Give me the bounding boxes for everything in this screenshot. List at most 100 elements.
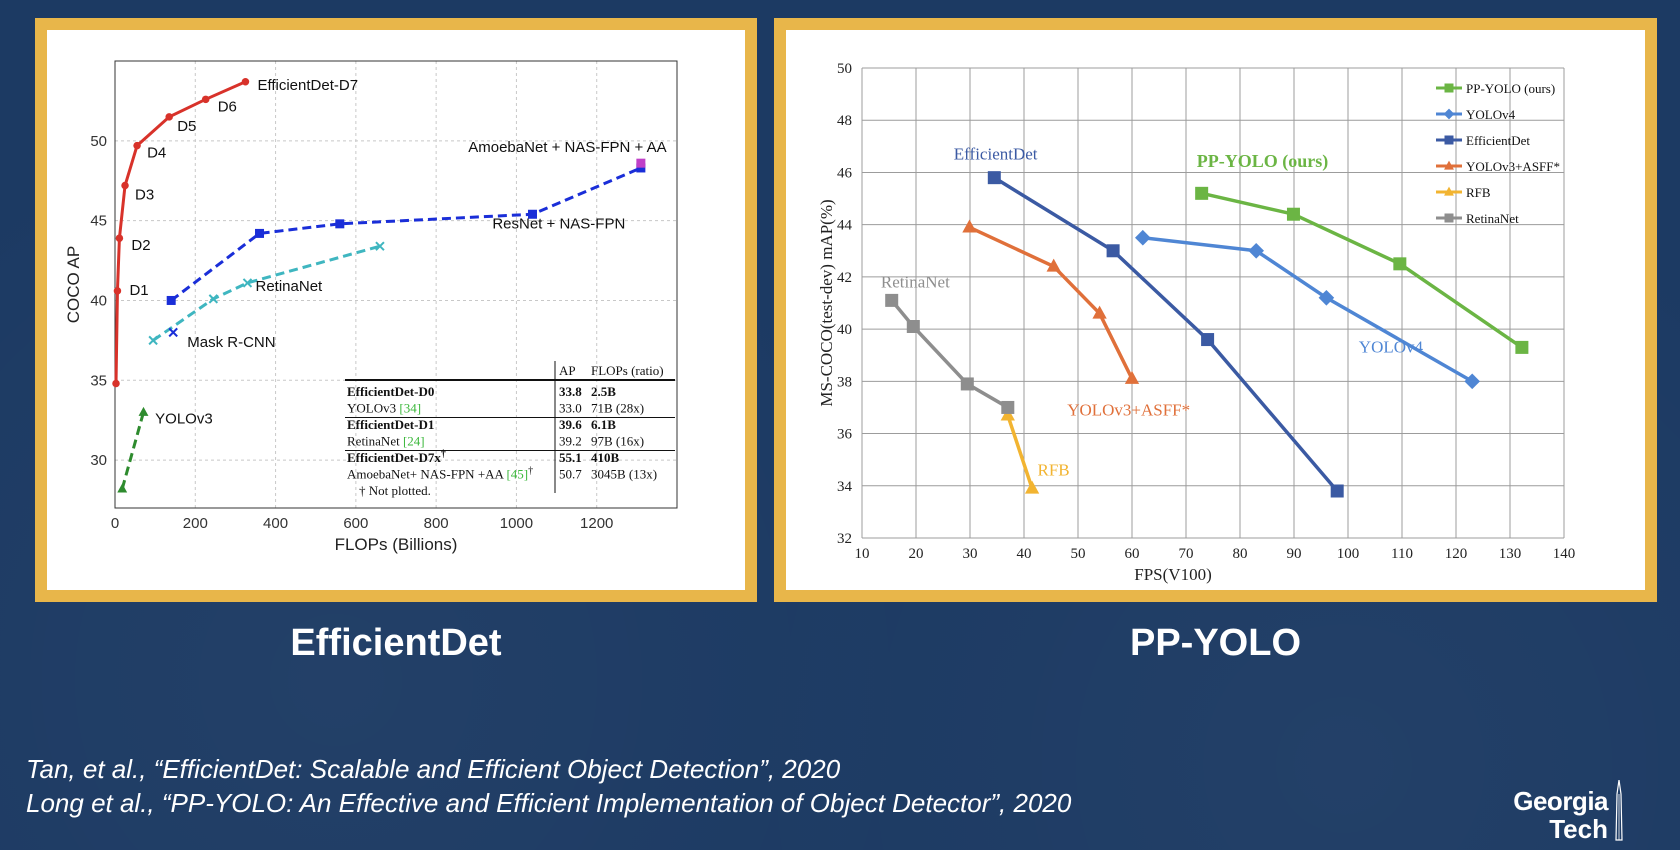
x-tick-label: 50 [1071, 546, 1086, 562]
series-line-pp-yolo-ours [1201, 191, 1523, 349]
data-point [1135, 229, 1151, 246]
x-tick-label: 200 [183, 515, 208, 532]
data-point [1001, 400, 1015, 414]
series-efficientdet: D1 D2 D3 D4 D5 D6 EfficientDet-D7 [112, 77, 358, 388]
efficientdet-title: EfficientDet [290, 622, 502, 664]
x-tick-label: 0 [111, 515, 119, 532]
table-header-ap: AP [559, 363, 576, 378]
x-axis-label: FPS(V100) [1134, 565, 1211, 584]
data-point [148, 335, 158, 346]
legend-label: YOLOv3+ASFF* [1466, 159, 1560, 174]
tech-tower-icon [1615, 780, 1623, 841]
data-point [112, 379, 120, 388]
table-row-flops: 97B (16x) [591, 434, 644, 449]
annotation-yolov4: YOLOv4 [1359, 338, 1424, 357]
x-tick-label: 80 [1233, 546, 1248, 562]
georgia-tech-logo: Georgia Tech [1490, 780, 1630, 846]
grid [861, 67, 1565, 539]
data-point [960, 377, 974, 391]
table-row-model: AmoebaNet+ NAS-FPN +AA [45]† [347, 466, 533, 482]
series-line-rfb [1006, 414, 1034, 489]
point-label: D3 [135, 187, 154, 204]
legend-item-retinanet: RetinaNet [1436, 211, 1519, 226]
x-tick-label: 110 [1391, 546, 1413, 562]
table-row-model: RetinaNet [24] [347, 434, 425, 449]
comparison-table: AP FLOPs (ratio) EfficientDet-D0 33.8 2.5B YO… [345, 361, 675, 498]
y-tick-label: 30 [90, 452, 107, 469]
series-line-resnet-nas-fpn [170, 166, 642, 302]
y-tick-label: 45 [90, 213, 107, 230]
series-line-retinanet [890, 299, 1009, 409]
y-axis-label: COCO AP [64, 246, 83, 323]
data-point [906, 320, 920, 333]
data-point [1124, 370, 1140, 384]
data-point [117, 483, 128, 493]
data-point [121, 181, 129, 190]
table-row-ap: 39.2 [559, 434, 582, 449]
efficientdet-chart: 0 200 400 600 800 1000 1200 30 35 40 45 50 FLOPs (Bi… [64, 60, 678, 554]
citation-efficientdet: Tan, et al., “EfficientDet: Scalable and… [26, 754, 841, 784]
x-tick-label: 1200 [580, 515, 613, 532]
annotation-pp-yolo-ours: PP-YOLO (ours) [1197, 151, 1328, 172]
x-tick-label: 90 [1287, 546, 1302, 562]
legend-swatch-marker [1444, 186, 1454, 196]
annotation-mask-r-cnn: Mask R-CNN [187, 334, 275, 351]
data-point [1092, 305, 1107, 319]
data-point [201, 95, 210, 104]
x-tick-label: 70 [1179, 546, 1194, 562]
legend-label: EfficientDet [1466, 133, 1530, 148]
legend-label: RetinaNet [1466, 211, 1519, 226]
y-tick-label: 32 [837, 531, 852, 547]
series-pp-yolo-ours [1195, 186, 1529, 354]
point-label: D6 [218, 98, 237, 115]
annotation-amoebanet-nas-fpn-aa: AmoebaNet + NAS-FPN + AA [468, 139, 666, 156]
legend-swatch-marker [1443, 108, 1455, 120]
data-point [335, 219, 345, 229]
series-resnet-nas-fpn [166, 163, 646, 305]
plot-frame [114, 60, 678, 509]
y-tick-label: 34 [837, 479, 853, 495]
ppyolo-title: PP-YOLO [1129, 622, 1302, 664]
legend-item-yolov4: YOLOv4 [1436, 107, 1516, 122]
data-point [1286, 207, 1300, 221]
data-point [1046, 258, 1061, 272]
y-tick-label: 35 [90, 372, 107, 389]
data-point [1515, 340, 1529, 354]
table-row-ap: 39.6 [559, 417, 582, 432]
data-point [1464, 373, 1480, 390]
logo-line-1: Georgia [1513, 786, 1608, 816]
legend-label: YOLOv4 [1466, 107, 1516, 122]
x-tick-label: 140 [1553, 546, 1576, 562]
data-point [1318, 289, 1335, 306]
data-point [636, 163, 646, 173]
y-tick-label: 38 [837, 374, 852, 390]
data-point [1000, 407, 1015, 421]
x-tick-label: 120 [1445, 546, 1468, 562]
data-point [115, 234, 124, 242]
data-point [242, 278, 253, 288]
series-yolov3 [117, 406, 149, 493]
data-point [113, 287, 122, 295]
table-row-ap: 55.1 [559, 450, 582, 465]
point-label: EfficientDet-D7 [257, 77, 358, 94]
x-tick-label: 400 [263, 515, 288, 532]
annotation-yolov3: YOLOv3 [155, 410, 213, 427]
x-axis-label: FLOPs (Billions) [335, 535, 458, 554]
y-tick-label: 44 [837, 218, 853, 234]
y-tick-label: 40 [837, 322, 852, 338]
table-row-flops: 3045B (13x) [591, 467, 657, 482]
data-point [1330, 484, 1344, 498]
y-tick-label: 48 [837, 113, 852, 129]
legend-item-pp-yolo-ours: PP-YOLO (ours) [1436, 81, 1555, 96]
data-point [1106, 244, 1120, 258]
data-point [133, 141, 141, 150]
x-tick-label: 600 [343, 515, 368, 532]
legend-swatch-marker [1444, 83, 1454, 93]
table-row-model: EfficientDet-D7x† [347, 449, 446, 465]
table-row-flops: 71B (28x) [591, 401, 644, 416]
table-row-flops: 2.5B [591, 384, 616, 399]
series-line-yolov4 [1142, 235, 1474, 383]
table-row-model: EfficientDet-D1 [347, 417, 434, 432]
legend-swatch-marker [1444, 160, 1454, 170]
data-point [527, 209, 537, 219]
